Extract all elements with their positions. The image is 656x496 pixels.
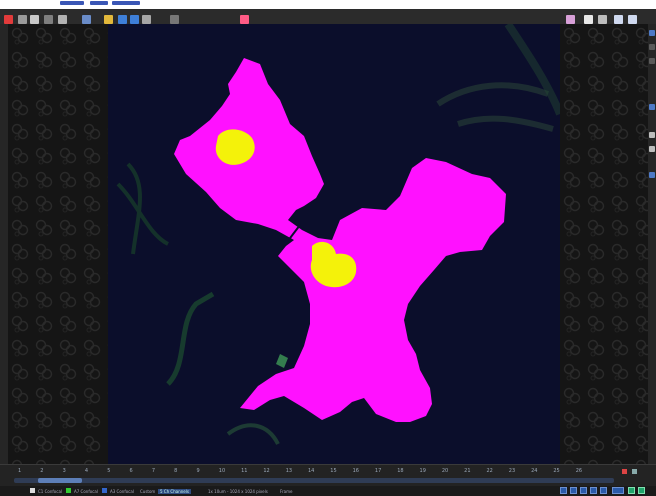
zoom-info: 1x 10um - 1024 x 1024 pixels xyxy=(208,489,268,494)
timeline-tick[interactable]: 13 xyxy=(285,468,293,474)
timeline-tick[interactable]: 22 xyxy=(486,468,493,474)
timeline-tick[interactable]: 5 xyxy=(107,468,111,474)
timeline-tick[interactable]: 2 xyxy=(40,468,44,474)
channel-1-label: C1 Confocal xyxy=(38,489,63,494)
left-panel-edge xyxy=(0,24,8,464)
panel-toggle-icon[interactable] xyxy=(649,44,655,50)
timeline-tick[interactable]: 21 xyxy=(464,468,471,474)
logo-icon[interactable] xyxy=(4,15,13,24)
timeline[interactable]: 1 2 3 4 5 6 7 8 9 10 11 12 13 14 15 16 17 18 19 20 21 22 23 24 2… xyxy=(0,464,656,486)
zoom-icon[interactable] xyxy=(82,15,91,24)
next-frame-icon[interactable] xyxy=(590,487,597,494)
timeline-tick[interactable]: 18 xyxy=(397,468,404,474)
panel-toggle-icon[interactable] xyxy=(649,30,655,36)
timeline-tick[interactable]: 14 xyxy=(308,468,315,474)
menu-item[interactable] xyxy=(90,1,108,5)
green-particle xyxy=(276,354,288,368)
timeline-slider[interactable] xyxy=(14,478,614,483)
right-toolbar xyxy=(648,24,656,464)
measure-icon[interactable] xyxy=(58,15,67,24)
prev-frame-icon[interactable] xyxy=(570,487,577,494)
zoom-in-icon[interactable] xyxy=(614,15,623,24)
channel-2-label: A7 Confocal xyxy=(74,489,98,494)
timeline-thumb[interactable] xyxy=(38,478,82,483)
panel-toggle-icon[interactable] xyxy=(649,146,655,152)
view-icon[interactable] xyxy=(130,15,139,24)
timeline-tick[interactable]: 8 xyxy=(174,468,178,474)
channel-swatch[interactable] xyxy=(30,488,35,493)
selection-label[interactable]: 5 Ch Channels xyxy=(158,489,191,494)
timeline-tick[interactable]: 11 xyxy=(241,468,248,474)
pointer-icon[interactable] xyxy=(566,15,575,24)
panel-toggle-icon[interactable] xyxy=(649,104,655,110)
status-bar: C1 Confocal A7 Confocal A3 Confocal Cust… xyxy=(0,486,656,496)
zoom-out-icon[interactable] xyxy=(628,15,637,24)
timeline-tick[interactable]: 6 xyxy=(129,468,133,474)
channel-swatch[interactable] xyxy=(66,488,71,493)
sync-icon[interactable] xyxy=(628,487,635,494)
faint-fibers xyxy=(166,291,215,386)
record-icon[interactable] xyxy=(622,469,627,474)
loop-icon[interactable] xyxy=(632,469,637,474)
timeline-tick[interactable]: 1 xyxy=(18,468,22,474)
timeline-tick[interactable]: 19 xyxy=(419,468,426,474)
render-icon[interactable] xyxy=(142,15,151,24)
faint-fibers-bottom xyxy=(226,423,280,445)
faint-fibers-top xyxy=(504,24,560,116)
timeline-tick[interactable]: 12 xyxy=(263,468,270,474)
channel-3-label: A3 Confocal xyxy=(110,489,134,494)
grid-icon[interactable] xyxy=(104,15,113,24)
channel-swatch[interactable] xyxy=(102,488,107,493)
faint-fibers-left xyxy=(116,162,170,255)
timeline-tick[interactable]: 24 xyxy=(531,468,538,474)
arrow-icon[interactable] xyxy=(44,15,53,24)
title-bar xyxy=(0,0,656,9)
nucleus-mask[interactable] xyxy=(310,241,357,288)
color-icon[interactable] xyxy=(240,15,249,24)
layers-icon[interactable] xyxy=(118,15,127,24)
image-viewport[interactable] xyxy=(8,24,648,464)
microscopy-image[interactable] xyxy=(108,24,560,464)
menu-item[interactable] xyxy=(112,1,140,5)
timeline-tick[interactable]: 20 xyxy=(441,468,449,474)
actual-size-icon[interactable] xyxy=(598,15,607,24)
timeline-tick[interactable]: 26 xyxy=(575,468,583,474)
cell-boundary-line xyxy=(283,203,317,247)
timeline-tick[interactable]: 7 xyxy=(151,468,156,474)
timeline-tick[interactable]: 15 xyxy=(330,468,337,474)
timeline-tick[interactable]: 4 xyxy=(84,468,89,474)
timeline-tick[interactable]: 23 xyxy=(508,468,516,474)
last-frame-icon[interactable] xyxy=(600,487,607,494)
timeline-tick[interactable]: 3 xyxy=(62,468,66,474)
speed-control[interactable] xyxy=(612,487,624,494)
timeline-tick[interactable]: 17 xyxy=(374,468,382,474)
timeline-tick[interactable]: 9 xyxy=(196,468,200,474)
snapshot-icon[interactable] xyxy=(30,15,39,24)
frame-label: Frame xyxy=(280,489,293,494)
fit-icon[interactable] xyxy=(584,15,593,24)
play-icon[interactable] xyxy=(580,487,587,494)
panel-toggle-icon[interactable] xyxy=(649,172,655,178)
settings-toggle-icon[interactable] xyxy=(638,487,645,494)
panel-toggle-icon[interactable] xyxy=(649,58,655,64)
first-frame-icon[interactable] xyxy=(560,487,567,494)
faint-fibers-right xyxy=(436,82,554,132)
nucleus-mask[interactable] xyxy=(215,129,255,165)
cell-segmentation-mask[interactable] xyxy=(174,58,506,422)
timeline-tick[interactable]: 16 xyxy=(352,468,359,474)
timeline-tick[interactable]: 10 xyxy=(218,468,226,474)
mode-label: Custom xyxy=(140,489,156,494)
panel-toggle-icon[interactable] xyxy=(649,132,655,138)
open-icon[interactable] xyxy=(18,15,27,24)
settings-icon[interactable] xyxy=(170,15,179,24)
timeline-tick[interactable]: 25 xyxy=(553,468,560,474)
menu-item[interactable] xyxy=(60,1,84,5)
